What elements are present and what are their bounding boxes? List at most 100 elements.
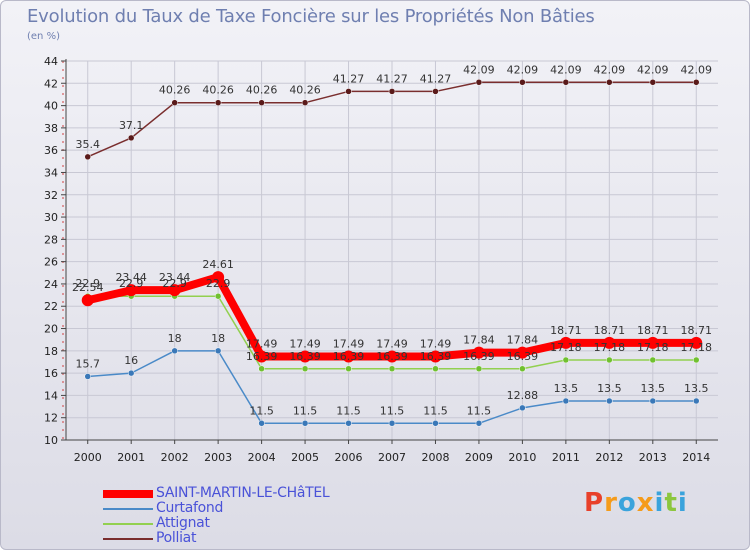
data-point [690, 336, 703, 349]
y-tick-label: 36 [44, 144, 58, 157]
x-tick-label: 2010 [508, 451, 536, 464]
data-point [606, 79, 613, 86]
data-point [562, 397, 570, 405]
data-label: 35.4 [75, 138, 100, 151]
data-label: 17.18 [637, 341, 669, 354]
data-point [301, 365, 309, 373]
logo-letter: t [664, 488, 678, 518]
x-tick-label: 2008 [421, 451, 449, 464]
data-label: 22.9 [162, 277, 187, 290]
data-label: 17.49 [289, 338, 321, 351]
y-tick-label: 16 [44, 367, 58, 380]
data-label: 42.09 [550, 63, 582, 76]
y-tick-label: 44 [44, 55, 58, 68]
data-label: 12.88 [507, 389, 539, 402]
x-tick-label: 2011 [552, 451, 580, 464]
data-label: 40.26 [246, 84, 278, 97]
data-point [649, 397, 657, 405]
data-point [345, 88, 352, 95]
logo-letter: x [636, 488, 655, 518]
data-label: 37.1 [119, 119, 144, 132]
data-point [168, 284, 181, 297]
data-point [214, 292, 222, 300]
data-label: 41.27 [376, 72, 408, 85]
data-point [432, 365, 439, 373]
data-label: 17.49 [333, 338, 365, 351]
data-point [345, 365, 352, 373]
data-label: 22.9 [206, 277, 231, 290]
data-label: 16.39 [333, 350, 365, 363]
data-label: 17.49 [376, 338, 408, 351]
x-tick-label: 2014 [682, 451, 710, 464]
y-tick-label: 38 [44, 122, 58, 135]
logo-letter: o [617, 488, 637, 518]
data-point [646, 336, 659, 349]
data-label: 42.09 [681, 63, 713, 76]
data-point [475, 365, 483, 373]
x-tick-label: 2000 [74, 451, 102, 464]
data-point [81, 294, 94, 307]
data-label: 15.7 [75, 357, 100, 370]
data-label: 16.39 [289, 350, 321, 363]
data-label: 11.5 [380, 404, 405, 417]
data-label: 23.44 [159, 271, 191, 284]
y-tick-label: 28 [44, 233, 58, 246]
data-point [693, 397, 700, 405]
data-point [258, 99, 265, 106]
legend-swatch-saint-martin [103, 490, 153, 498]
legend-swatch-polliat [103, 538, 153, 540]
data-label: 17.84 [463, 334, 495, 347]
data-label: 17.18 [594, 341, 626, 354]
data-point [258, 420, 265, 427]
data-label: 42.09 [637, 63, 669, 76]
legend-label: Attignat [156, 515, 210, 531]
legend-label: Polliat [156, 530, 197, 546]
legend-swatch-curtafond [103, 508, 153, 510]
y-tick-label: 32 [44, 189, 58, 202]
data-point [519, 365, 526, 373]
data-label: 16.39 [420, 350, 452, 363]
data-point [127, 134, 135, 142]
logo-letter: P [584, 488, 605, 518]
data-point [562, 79, 570, 86]
data-point [388, 88, 396, 95]
data-point [301, 420, 309, 427]
data-label: 22.54 [72, 281, 104, 294]
data-label: 11.5 [467, 404, 492, 417]
data-label: 18.71 [681, 324, 713, 337]
data-point [693, 356, 700, 364]
data-point [214, 99, 222, 106]
data-point [171, 99, 178, 106]
data-label: 17.49 [420, 338, 452, 351]
data-label: 13.5 [684, 382, 709, 395]
data-label: 13.5 [554, 382, 579, 395]
y-tick-label: 10 [44, 434, 58, 447]
x-tick-label: 2009 [465, 451, 493, 464]
data-point [388, 420, 396, 427]
y-tick-label: 34 [44, 166, 58, 179]
x-tick-label: 2006 [335, 451, 363, 464]
data-point [388, 365, 396, 373]
data-point [301, 99, 309, 106]
data-point [562, 356, 570, 364]
x-tick-label: 2007 [378, 451, 406, 464]
data-label: 17.18 [550, 341, 582, 354]
logo-letter: i [654, 488, 665, 518]
data-label: 17.49 [246, 338, 278, 351]
data-label: 16.39 [507, 350, 539, 363]
data-point [342, 350, 355, 363]
data-point [127, 369, 135, 377]
data-label: 40.26 [202, 84, 234, 97]
y-tick-label: 30 [44, 211, 58, 224]
data-label: 16.39 [246, 350, 278, 363]
x-tick-label: 2001 [117, 451, 145, 464]
data-label: 18 [168, 332, 182, 345]
y-tick-label: 20 [44, 323, 58, 336]
data-label: 24.61 [202, 258, 234, 271]
y-tick-label: 18 [44, 345, 58, 358]
y-tick-label: 22 [44, 300, 58, 313]
data-label: 11.5 [293, 404, 318, 417]
data-point [516, 346, 529, 359]
